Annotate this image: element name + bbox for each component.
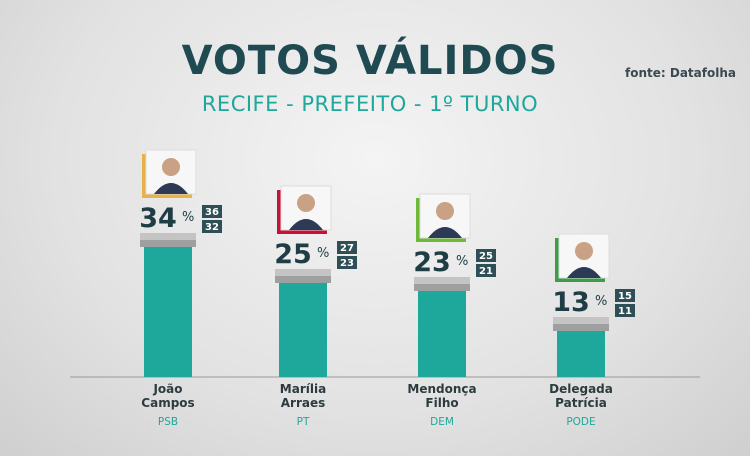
percent-sign: % [595, 294, 607, 309]
avatar-body-icon [428, 227, 462, 238]
chart-subtitle: RECIFE - PREFEITO - 1º TURNO [201, 92, 539, 116]
avatar-body-icon [154, 183, 188, 194]
candidate-name: Campos [141, 396, 194, 410]
lower-bound-label: 21 [479, 266, 493, 277]
avatar-head-icon [436, 202, 454, 220]
lower-bound-box [202, 220, 222, 233]
lower-bound-label: 11 [618, 306, 632, 317]
percent-sign: % [182, 210, 194, 225]
error-band [414, 277, 470, 284]
bar [144, 241, 192, 377]
candidate-name: Delegada [549, 382, 613, 396]
avatar-head-icon [162, 158, 180, 176]
avatar-head-icon [297, 194, 315, 212]
upper-bound-label: 25 [479, 251, 493, 262]
upper-bound-label: 27 [340, 243, 354, 254]
avatar-body-icon [567, 267, 601, 278]
avatar-body-icon [289, 219, 323, 230]
bar [557, 325, 605, 377]
chart-title: VOTOS VÁLIDOS [181, 38, 559, 84]
error-band-shadow [414, 284, 470, 291]
candidate-name: João [152, 382, 182, 396]
upper-bound-box [615, 289, 635, 302]
upper-bound-box [202, 205, 222, 218]
candidate-name: Filho [425, 396, 458, 410]
bar [279, 277, 327, 377]
candidate-party: PODE [566, 416, 595, 428]
error-band-shadow [140, 240, 196, 247]
upper-bound-label: 36 [205, 207, 219, 218]
candidate-party: DEM [430, 416, 454, 428]
candidate-name: Arraes [281, 396, 326, 410]
source-note: fonte: Datafolha [625, 66, 736, 80]
error-band [140, 233, 196, 240]
upper-bound-box [337, 241, 357, 254]
percent-sign: % [456, 254, 468, 269]
error-band [275, 269, 331, 276]
upper-bound-label: 15 [618, 291, 632, 302]
bar-value-label: 25 [274, 239, 312, 270]
bar-value-label: 13 [552, 287, 590, 318]
bar-value-label: 23 [413, 247, 451, 278]
bar [418, 285, 466, 377]
lower-bound-label: 23 [340, 258, 354, 269]
percent-sign: % [317, 246, 329, 261]
lower-bound-label: 32 [205, 222, 219, 233]
error-band [553, 317, 609, 324]
bar-value-label: 34 [139, 203, 177, 234]
lower-bound-box [337, 256, 357, 269]
upper-bound-box [476, 249, 496, 262]
error-band-shadow [553, 324, 609, 331]
avatar-head-icon [575, 242, 593, 260]
error-band-shadow [275, 276, 331, 283]
candidate-party: PSB [158, 416, 178, 428]
candidate-name: Marília [280, 382, 326, 396]
lower-bound-box [476, 264, 496, 277]
candidate-party: PT [297, 416, 310, 428]
candidate-name: Patrícia [555, 396, 607, 410]
candidate-name: Mendonça [407, 382, 476, 396]
lower-bound-box [615, 304, 635, 317]
